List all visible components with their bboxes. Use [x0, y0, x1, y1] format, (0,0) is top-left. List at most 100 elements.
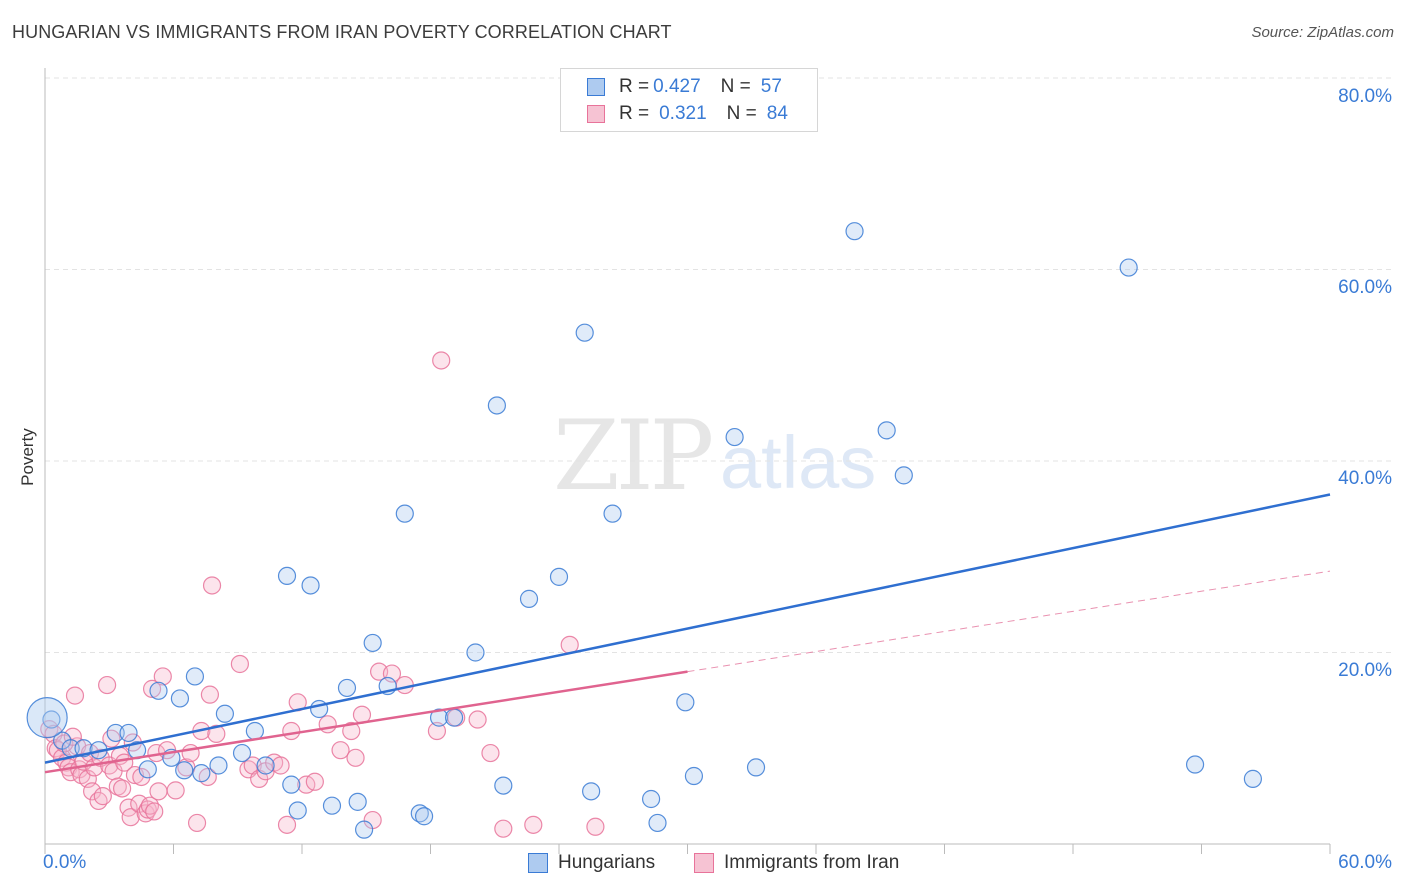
iran-point: [121, 808, 140, 827]
hungarian-point: [466, 643, 485, 662]
hungarian-point: [119, 723, 138, 743]
watermark-zip: ZIP: [553, 400, 714, 512]
legend-row-hungarians: R = 0.427 N = 57: [587, 75, 782, 99]
hungarian-point: [746, 758, 766, 777]
hungarian-point: [395, 504, 414, 523]
iran-point: [145, 802, 164, 821]
iran-point: [282, 721, 301, 741]
legend-n-label: N =: [720, 76, 751, 97]
iran-trend-extension: [687, 570, 1331, 673]
iran-point: [149, 782, 168, 801]
hungarian-point: [549, 567, 569, 586]
grid-lines: [45, 77, 1394, 653]
hungarian-point: [232, 743, 252, 763]
hungarian-point: [26, 697, 68, 739]
legend-row-iran: R = 0.321 N = 84: [587, 102, 788, 126]
hungarian-point: [725, 427, 744, 447]
iran-point: [166, 781, 185, 800]
x-tick-max: 60.0%: [1338, 852, 1392, 873]
legend-n-value: 84: [766, 103, 788, 124]
iran-point: [432, 351, 451, 370]
bottom-legend-label: Hungarians: [558, 852, 656, 873]
hungarian-point: [348, 792, 367, 811]
hungarian-points: [26, 222, 1263, 839]
iran-point: [207, 724, 226, 743]
hungarian-point: [414, 807, 434, 826]
legend-r-label: R =: [619, 103, 650, 124]
hungarian-point: [209, 756, 228, 775]
hungarian-point: [282, 775, 301, 794]
hungarian-point: [192, 764, 211, 783]
hungarian-point: [175, 761, 194, 780]
iran-point: [153, 667, 172, 686]
hungarian-point: [603, 504, 622, 523]
hungarian-point: [575, 323, 594, 342]
hungarian-point: [322, 796, 342, 815]
hungarian-point: [894, 466, 913, 485]
hungarian-trend-line: [44, 493, 1331, 764]
chart-title: HUNGARIAN VS IMMIGRANTS FROM IRAN POVERT…: [12, 22, 672, 42]
legend-n-value: 57: [760, 76, 782, 97]
y-tick-20: 20.0%: [1338, 660, 1392, 681]
legend-r-label: R =: [619, 76, 650, 97]
hungarian-point: [337, 678, 357, 698]
iran-point: [524, 815, 543, 834]
hungarian-point: [877, 421, 896, 440]
hungarian-point: [487, 396, 506, 415]
iran-point: [202, 576, 222, 595]
y-tick-40: 40.0%: [1338, 468, 1392, 489]
hungarian-point: [363, 633, 382, 653]
legend-swatch-blue: [587, 78, 605, 96]
iran-trend-line: [44, 670, 688, 774]
hungarian-point: [149, 681, 168, 700]
hungarian-point: [444, 708, 464, 727]
iran-point: [318, 715, 337, 734]
hungarian-point: [641, 789, 661, 809]
legend-n-label: N =: [726, 103, 757, 124]
hungarian-point: [582, 782, 601, 801]
watermark-atlas: atlas: [720, 421, 877, 504]
legend-r-value: 0.321: [659, 103, 707, 124]
iran-point: [331, 741, 350, 760]
hungarian-point: [519, 589, 539, 608]
iran-point: [98, 675, 117, 695]
iran-point: [346, 748, 365, 767]
hungarian-point: [288, 801, 307, 820]
hungarian-point: [42, 710, 61, 729]
hungarian-point: [215, 704, 234, 723]
iran-point: [83, 782, 102, 801]
hungarian-point: [676, 693, 695, 712]
hungarian-point: [138, 760, 157, 779]
hungarian-point: [301, 576, 320, 595]
bottom-legend-hungarians: Hungarians: [528, 852, 655, 874]
iran-point: [142, 679, 162, 698]
iran-point: [481, 743, 500, 763]
iran-point: [342, 721, 361, 741]
legend-r-value: 0.427: [653, 76, 701, 97]
hungarian-point: [494, 776, 513, 795]
iran-point: [427, 721, 447, 741]
hungarian-point: [1119, 258, 1138, 277]
iran-point: [65, 686, 85, 705]
bottom-legend-iran: Immigrants from Iran: [694, 852, 899, 874]
hungarian-point: [106, 723, 125, 743]
hungarian-point: [429, 708, 449, 727]
hungarian-point: [245, 721, 264, 741]
iran-point: [271, 756, 290, 775]
legend: R = 0.427 N = 57 R = 0.321 N = 84: [560, 68, 818, 132]
iran-point: [586, 817, 605, 836]
iran-point: [181, 743, 200, 763]
iran-point: [200, 685, 220, 704]
hungarian-point: [170, 689, 190, 708]
iran-point: [93, 787, 112, 806]
iran-point: [112, 779, 132, 798]
iran-point: [187, 813, 207, 833]
iran-point: [494, 819, 513, 838]
bottom-swatch-blue: [528, 853, 548, 873]
x-tick-min: 0.0%: [43, 852, 87, 873]
hungarian-point: [277, 566, 297, 586]
hungarian-point: [1185, 755, 1205, 774]
hungarian-point: [684, 766, 704, 786]
iran-point: [305, 772, 324, 791]
